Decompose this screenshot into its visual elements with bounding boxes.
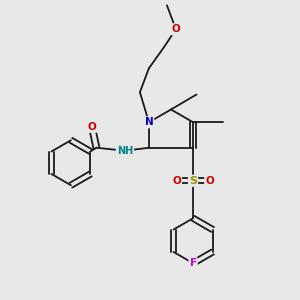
Text: N: N bbox=[145, 117, 153, 127]
Text: O: O bbox=[172, 24, 180, 34]
Text: F: F bbox=[190, 258, 196, 268]
Text: O: O bbox=[172, 176, 181, 186]
Text: O: O bbox=[88, 122, 96, 132]
Text: O: O bbox=[205, 176, 214, 186]
Text: NH: NH bbox=[117, 146, 133, 156]
Text: S: S bbox=[189, 176, 197, 186]
